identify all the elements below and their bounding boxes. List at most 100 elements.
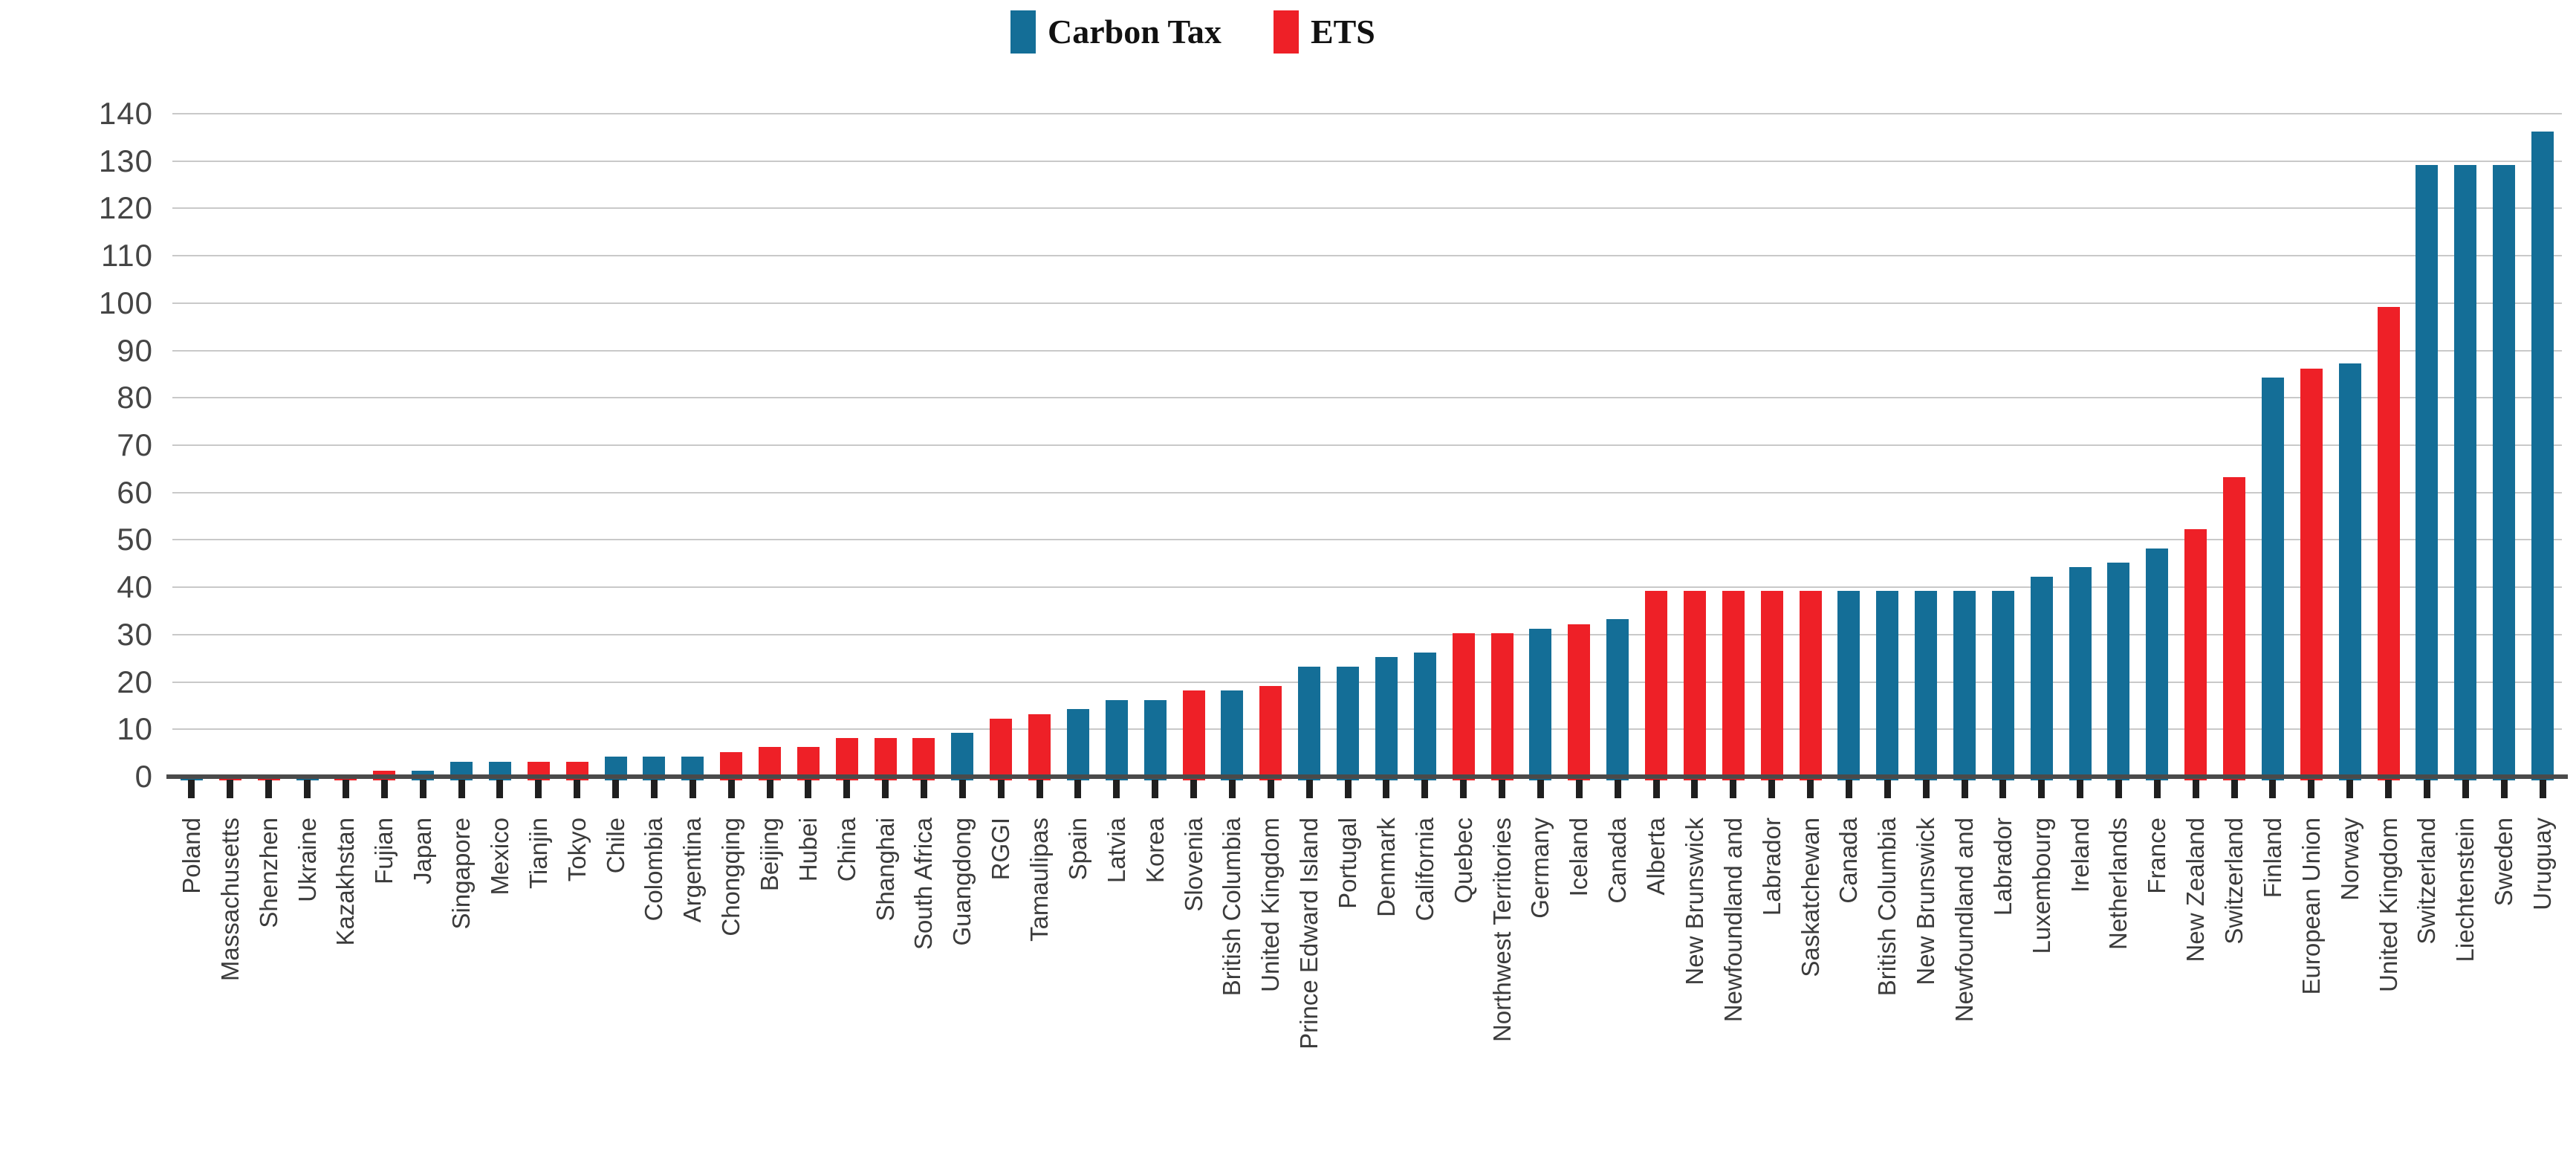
x-tick-label: Massachusetts — [215, 818, 244, 982]
bar-shanghai — [874, 738, 897, 780]
x-tick-mark — [380, 780, 388, 798]
bar-latvia — [1105, 700, 1128, 780]
x-tick-label: Slovenia — [1179, 818, 1207, 912]
bar-spain — [1066, 709, 1089, 780]
ets-swatch — [1273, 10, 1299, 54]
x-tick-mark — [1807, 780, 1814, 798]
x-tick-mark — [1152, 780, 1159, 798]
x-tick-mark — [2153, 780, 2161, 798]
x-tick-mark — [2385, 780, 2392, 798]
x-tick-mark — [1652, 780, 1660, 798]
x-tick-mark — [2231, 780, 2238, 798]
x-tick-label: Spain — [1063, 818, 1091, 881]
x-tick-label: Latvia — [1102, 818, 1130, 884]
bar-labrador — [1760, 591, 1783, 780]
gridline — [172, 207, 2562, 210]
x-tick-mark — [997, 780, 1005, 798]
bar-ireland — [2069, 567, 2092, 780]
gridline — [172, 681, 2562, 683]
x-tick-label: Prince Edward Island — [1295, 818, 1323, 1049]
x-tick-mark — [689, 780, 696, 798]
gridline — [172, 586, 2562, 589]
x-tick-label: Labrador — [1988, 818, 2017, 916]
x-tick-mark — [843, 780, 851, 798]
bar-quebec — [1452, 633, 1475, 780]
x-tick-label: Finland — [2258, 818, 2286, 899]
x-tick-mark — [535, 780, 542, 798]
x-tick-label: Newfoundland and — [1950, 818, 1978, 1023]
bar-new-brunswick — [1915, 591, 1938, 780]
gridline — [172, 491, 2562, 494]
x-tick-mark — [1537, 780, 1544, 798]
x-tick-mark — [1730, 780, 1737, 798]
bar-european-union — [2300, 369, 2323, 780]
x-tick-label: China — [832, 818, 860, 882]
x-tick-label: United Kingdom — [1256, 818, 1285, 992]
x-tick-label: Newfoundland and — [1719, 818, 1747, 1023]
x-tick-mark — [650, 780, 658, 798]
x-tick-label: Northwest Territories — [1487, 818, 1516, 1042]
x-tick-label: Chile — [601, 818, 629, 874]
x-tick-mark — [1383, 780, 1390, 798]
bar-finland — [2261, 378, 2284, 780]
y-tick-label: 100 — [98, 285, 153, 320]
x-tick-label: Ukraine — [293, 818, 321, 902]
x-tick-label: European Union — [2297, 818, 2325, 995]
x-tick-label: Netherlands — [2104, 818, 2132, 950]
bar-california — [1413, 653, 1436, 780]
x-tick-mark — [1768, 780, 1776, 798]
gridline — [172, 349, 2562, 352]
y-tick-label: 50 — [117, 522, 153, 557]
y-tick-label: 30 — [117, 616, 153, 652]
x-tick-mark — [1344, 780, 1352, 798]
x-tick-label: California — [1410, 818, 1438, 922]
x-tick-mark — [766, 780, 773, 798]
x-tick-label: Singapore — [447, 818, 476, 930]
y-tick-label: 60 — [117, 474, 153, 510]
x-tick-label: France — [2143, 818, 2171, 894]
bar-netherlands — [2107, 563, 2130, 780]
bar-canada — [1837, 591, 1860, 780]
x-tick-label: Labrador — [1757, 818, 1785, 916]
x-axis-line — [166, 774, 2568, 779]
y-tick-label: 120 — [98, 190, 153, 226]
bar-british-columbia — [1876, 591, 1899, 780]
x-tick-mark — [2269, 780, 2277, 798]
gridline — [172, 113, 2562, 115]
x-tick-mark — [727, 780, 735, 798]
x-tick-label: Tokyo — [562, 818, 591, 882]
x-tick-mark — [805, 780, 812, 798]
x-tick-mark — [304, 780, 311, 798]
x-tick-mark — [419, 780, 426, 798]
x-tick-label: Fujian — [370, 818, 398, 884]
x-tick-mark — [2115, 780, 2122, 798]
x-tick-mark — [2500, 780, 2508, 798]
x-tick-label: Portugal — [1334, 818, 1362, 909]
x-tick-label: Canada — [1603, 818, 1632, 904]
bar-iceland — [1568, 624, 1591, 780]
bar-northwest-territories — [1490, 633, 1514, 780]
x-tick-mark — [458, 780, 465, 798]
x-tick-label: Liechtenstein — [2451, 818, 2479, 962]
x-tick-mark — [1691, 780, 1699, 798]
x-tick-label: Sweden — [2490, 818, 2518, 907]
gridline — [172, 160, 2562, 162]
gridline — [172, 539, 2562, 541]
bar-guangdong — [951, 733, 974, 780]
x-tick-label: Tamaulipas — [1025, 818, 1054, 942]
x-tick-mark — [2038, 780, 2045, 798]
x-tick-mark — [2077, 780, 2084, 798]
x-tick-mark — [1036, 780, 1043, 798]
bar-newfoundland-and — [1953, 591, 1976, 780]
gridline — [172, 444, 2562, 447]
x-tick-mark — [882, 780, 889, 798]
x-tick-label: Chongqing — [717, 818, 745, 936]
x-tick-mark — [1884, 780, 1891, 798]
legend-label-carbon-tax: Carbon Tax — [1048, 13, 1222, 51]
x-tick-label: Kazakhstan — [331, 818, 360, 946]
x-tick-mark — [496, 780, 504, 798]
bar-united-kingdom — [2377, 307, 2400, 780]
chart-legend: Carbon Tax ETS — [1010, 10, 1375, 54]
x-tick-label: Argentina — [678, 818, 707, 923]
